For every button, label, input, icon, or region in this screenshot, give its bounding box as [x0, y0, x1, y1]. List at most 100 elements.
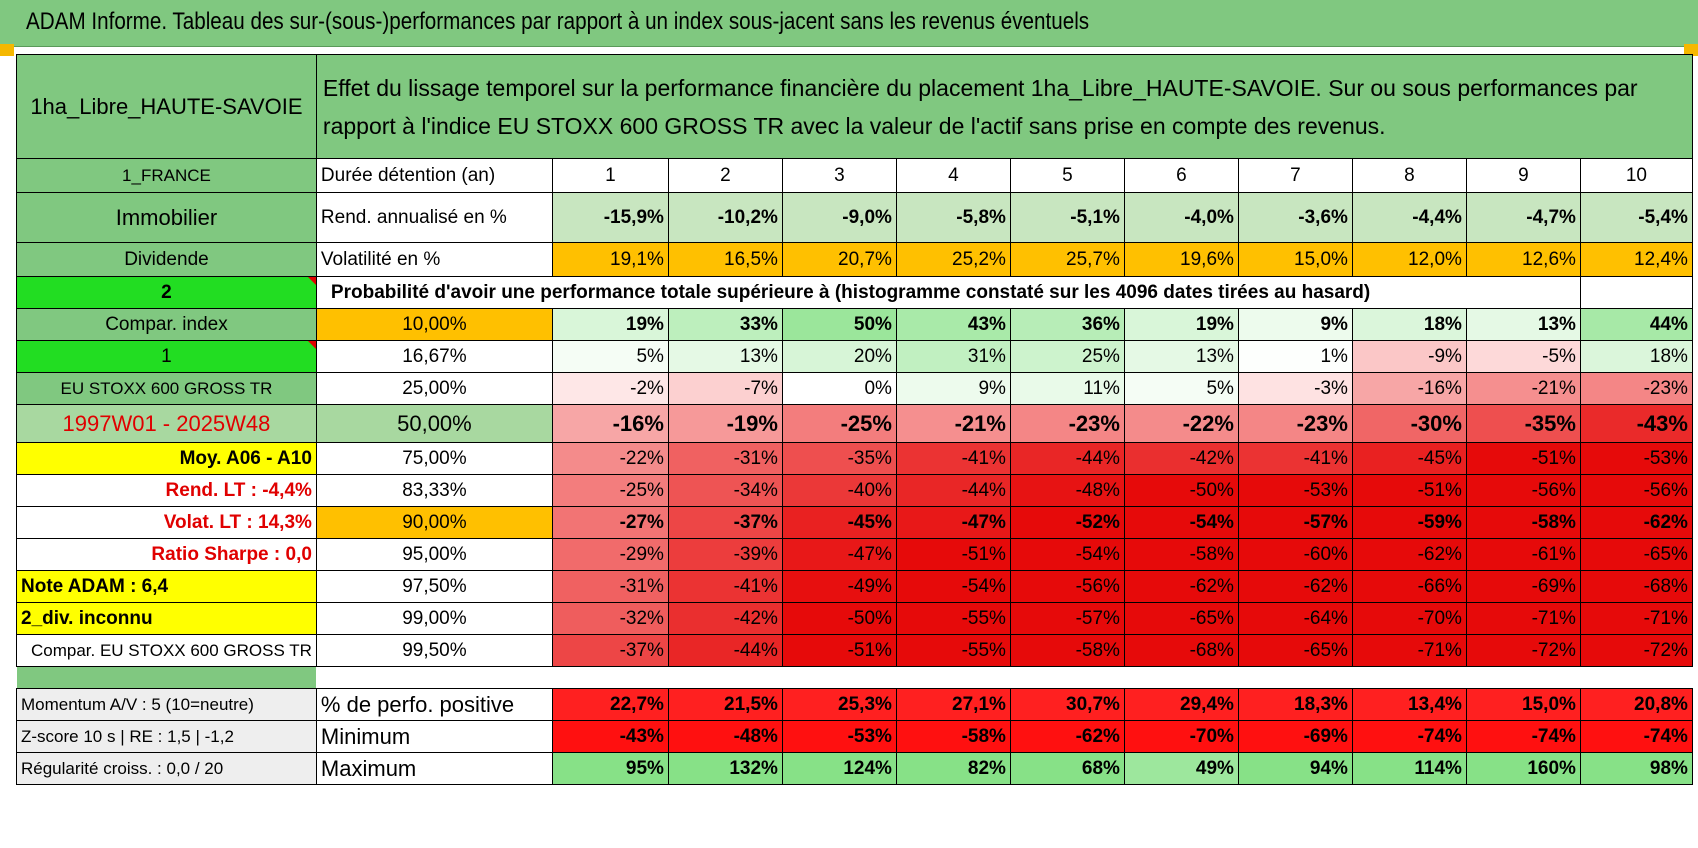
percentile-value[interactable]: -16% — [551, 404, 669, 443]
volat-value[interactable]: 12,0% — [1351, 242, 1467, 277]
volat-value[interactable]: 19,6% — [1123, 242, 1239, 277]
percentile-value[interactable]: -47% — [895, 506, 1011, 539]
asset-name[interactable]: 1ha_Libre_HAUTE-SAVOIE — [16, 54, 317, 159]
percentile-value[interactable]: -62% — [1351, 538, 1467, 571]
rend-value[interactable]: -5,4% — [1579, 192, 1693, 243]
stat-value[interactable]: 132% — [667, 752, 783, 785]
percentile-value[interactable]: -72% — [1465, 634, 1581, 667]
percentile-value[interactable]: -19% — [667, 404, 783, 443]
percentile-value[interactable]: -71% — [1351, 634, 1467, 667]
header-description[interactable]: Effet du lissage temporel sur la perform… — [315, 54, 1693, 159]
percentile-value[interactable]: 13% — [1465, 308, 1581, 341]
resize-handle-left[interactable] — [0, 44, 14, 56]
percentile-value[interactable]: -51% — [1465, 442, 1581, 475]
stat-value[interactable]: 21,5% — [667, 688, 783, 721]
percentile-value[interactable]: -52% — [1009, 506, 1125, 539]
percentile-value[interactable]: -7% — [667, 372, 783, 405]
rend-value[interactable]: -5,8% — [895, 192, 1011, 243]
stat-value[interactable]: -70% — [1123, 720, 1239, 753]
stat-value[interactable]: 82% — [895, 752, 1011, 785]
percentile-value[interactable]: -3% — [1237, 372, 1353, 405]
percentile-value[interactable]: -55% — [895, 634, 1011, 667]
percentile-value[interactable]: 43% — [895, 308, 1011, 341]
percentile-value[interactable]: -41% — [895, 442, 1011, 475]
percentile-value[interactable]: -66% — [1351, 570, 1467, 603]
year-header[interactable]: 2 — [667, 158, 783, 193]
percentile-value[interactable]: -47% — [781, 538, 897, 571]
percentile-value[interactable]: 31% — [895, 340, 1011, 373]
stat-value[interactable]: 160% — [1465, 752, 1581, 785]
percentile-label[interactable]: 83,33% — [315, 474, 553, 507]
percentile-value[interactable]: -25% — [551, 474, 669, 507]
percentile-label[interactable]: 95,00% — [315, 538, 553, 571]
percentile-value[interactable]: -62% — [1579, 506, 1693, 539]
percentile-label[interactable]: 97,50% — [315, 570, 553, 603]
percentile-value[interactable]: -41% — [667, 570, 783, 603]
percentile-value[interactable]: -2% — [551, 372, 669, 405]
stat-label[interactable]: Minimum — [315, 720, 553, 753]
percentile-value[interactable]: -65% — [1123, 602, 1239, 635]
percentile-value[interactable]: -71% — [1465, 602, 1581, 635]
percentile-value[interactable]: -42% — [667, 602, 783, 635]
percentile-value[interactable]: -23% — [1237, 404, 1353, 443]
percentile-value[interactable]: 19% — [551, 308, 669, 341]
percentile-value[interactable]: -72% — [1579, 634, 1693, 667]
percentile-label[interactable]: 99,00% — [315, 602, 553, 635]
country[interactable]: 1_FRANCE — [16, 158, 317, 193]
stat-value[interactable]: -69% — [1237, 720, 1353, 753]
percentile-value[interactable]: -53% — [1579, 442, 1693, 475]
stat-info[interactable]: Z-score 10 s | RE : 1,5 | -1,2 — [16, 720, 317, 753]
percentile-value[interactable]: -56% — [1579, 474, 1693, 507]
percentile-value[interactable]: -5% — [1465, 340, 1581, 373]
asset-type[interactable]: Immobilier — [16, 192, 317, 243]
empty-cell[interactable] — [1579, 276, 1693, 309]
left-info[interactable]: Volat. LT : 14,3% — [16, 506, 317, 539]
percentile-value[interactable]: -35% — [781, 442, 897, 475]
percentile-value[interactable]: -21% — [895, 404, 1011, 443]
percentile-value[interactable]: -68% — [1579, 570, 1693, 603]
volat-value[interactable]: 25,2% — [895, 242, 1011, 277]
left-info[interactable]: Rend. LT : -4,4% — [16, 474, 317, 507]
stat-value[interactable]: 18,3% — [1237, 688, 1353, 721]
percentile-value[interactable]: -23% — [1009, 404, 1125, 443]
percentile-value[interactable]: 0% — [781, 372, 897, 405]
stat-value[interactable]: 20,8% — [1579, 688, 1693, 721]
percentile-value[interactable]: -51% — [895, 538, 1011, 571]
percentile-value[interactable]: 50% — [781, 308, 897, 341]
stat-value[interactable]: 22,7% — [551, 688, 669, 721]
volat-value[interactable]: 19,1% — [551, 242, 669, 277]
percentile-value[interactable]: 1% — [1237, 340, 1353, 373]
percentile-value[interactable]: -62% — [1237, 570, 1353, 603]
percentile-value[interactable]: 13% — [667, 340, 783, 373]
percentile-value[interactable]: -42% — [1123, 442, 1239, 475]
percentile-value[interactable]: -44% — [1009, 442, 1125, 475]
stat-value[interactable]: -48% — [667, 720, 783, 753]
percentile-value[interactable]: 11% — [1009, 372, 1125, 405]
stat-value[interactable]: 30,7% — [1009, 688, 1125, 721]
volat-value[interactable]: 16,5% — [667, 242, 783, 277]
percentile-value[interactable]: -39% — [667, 538, 783, 571]
percentile-value[interactable]: -23% — [1579, 372, 1693, 405]
volat-value[interactable]: 12,4% — [1579, 242, 1693, 277]
percentile-value[interactable]: 18% — [1351, 308, 1467, 341]
rend-value[interactable]: -4,7% — [1465, 192, 1581, 243]
volat-value[interactable]: 20,7% — [781, 242, 897, 277]
percentile-value[interactable]: -54% — [895, 570, 1011, 603]
percentile-value[interactable]: 9% — [895, 372, 1011, 405]
percentile-value[interactable]: -35% — [1465, 404, 1581, 443]
stat-value[interactable]: -74% — [1465, 720, 1581, 753]
percentile-value[interactable]: 33% — [667, 308, 783, 341]
volat-value[interactable]: 12,6% — [1465, 242, 1581, 277]
left-info[interactable]: 1997W01 - 2025W48 — [16, 404, 317, 443]
percentile-value[interactable]: -37% — [551, 634, 669, 667]
left-info[interactable]: Ratio Sharpe : 0,0 — [16, 538, 317, 571]
percentile-value[interactable]: -64% — [1237, 602, 1353, 635]
percentile-value[interactable]: 25% — [1009, 340, 1125, 373]
percentile-value[interactable]: -45% — [1351, 442, 1467, 475]
year-header[interactable]: 7 — [1237, 158, 1353, 193]
rend-value[interactable]: -10,2% — [667, 192, 783, 243]
left-info[interactable]: EU STOXX 600 GROSS TR — [16, 372, 317, 405]
percentile-value[interactable]: -32% — [551, 602, 669, 635]
percentile-value[interactable]: -70% — [1351, 602, 1467, 635]
percentile-value[interactable]: -48% — [1009, 474, 1125, 507]
